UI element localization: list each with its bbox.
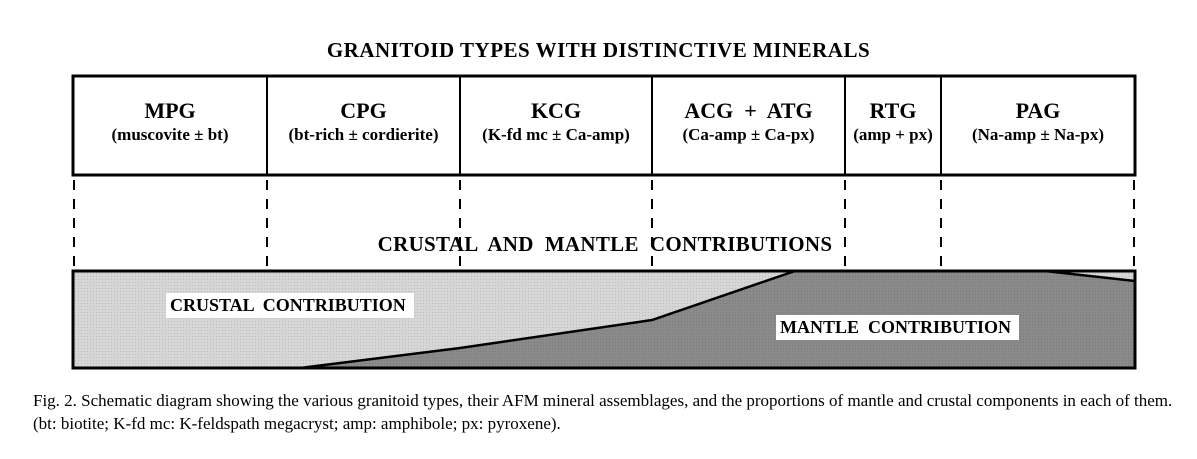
types-box [71, 74, 1137, 177]
column-kcg: KCG (K-fd mc ± Ca-amp) [460, 98, 652, 146]
diagram-title: GRANITOID TYPES WITH DISTINCTIVE MINERAL… [326, 38, 871, 62]
type-minerals: (muscovite ± bt) [111, 125, 229, 144]
type-minerals: (bt-rich ± cordierite) [288, 125, 439, 144]
boundary-line [299, 269, 1136, 370]
crustal-contribution-label: CRUSTAL CONTRIBUTION [166, 293, 414, 318]
column-pag: PAG (Na-amp ± Na-px) [941, 98, 1135, 146]
column-acg-atg: ACG + ATG (Ca-amp ± Ca-px) [652, 98, 845, 146]
mantle-contribution-label: MANTLE CONTRIBUTION [776, 315, 1020, 340]
type-minerals: (Na-amp ± Na-px) [971, 125, 1105, 144]
type-minerals: (K-fd mc ± Ca-amp) [482, 125, 630, 144]
column-cpg: CPG (bt-rich ± cordierite) [267, 98, 460, 146]
figure-caption: Fig. 2. Schematic diagram showing the va… [33, 391, 1173, 433]
type-name: PAG [1015, 98, 1061, 123]
type-name: RTG [869, 98, 917, 123]
contributions-heading: CRUSTAL AND MANTLE CONTRIBUTIONS [377, 232, 833, 256]
type-name: MPG [144, 98, 196, 123]
type-name: ACG + ATG [684, 98, 813, 123]
contributions-box [71, 269, 1137, 370]
type-name: KCG [530, 98, 582, 123]
type-name: CPG [340, 98, 387, 123]
type-minerals: (amp + px) [853, 125, 933, 144]
column-mpg: MPG (muscovite ± bt) [73, 98, 267, 146]
mantle-texture [300, 271, 1135, 368]
column-rtg: RTG (amp + px) [845, 98, 941, 146]
type-minerals: (Ca-amp ± Ca-px) [682, 125, 815, 144]
